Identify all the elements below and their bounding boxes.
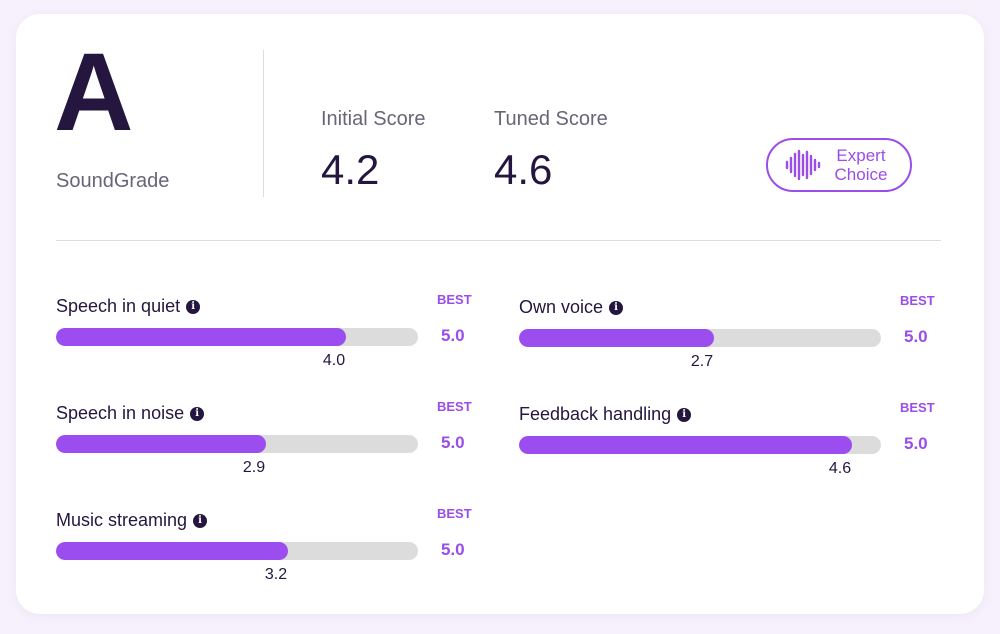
expert-choice-badge[interactable]: Expert Choice xyxy=(766,138,912,192)
initial-score-label: Initial Score xyxy=(321,108,426,130)
metric-score: 4.0 xyxy=(322,352,346,369)
max-score: 5.0 xyxy=(441,433,465,452)
metric-score: 2.7 xyxy=(690,353,714,370)
info-icon[interactable]: i xyxy=(193,513,208,528)
tuned-score: Tuned Score 4.6 xyxy=(494,108,608,193)
metric-label: Feedback handling xyxy=(519,404,672,424)
score-bar-fill xyxy=(56,328,346,346)
rating-card: A SoundGrade Initial Score 4.2 Tuned Sco… xyxy=(16,14,984,614)
grade-letter: A xyxy=(54,31,133,154)
score-bar-track xyxy=(56,328,418,346)
metric-own-voice: Own voice i BEST 5.0 2.7 xyxy=(519,293,939,392)
max-score: 5.0 xyxy=(441,540,465,559)
brand-name: SoundGrade xyxy=(56,170,170,192)
sound-wave-icon xyxy=(785,149,821,181)
metric-label: Speech in noise xyxy=(56,403,185,423)
metric-music-streaming: Music streaming i BEST 5.0 3.2 xyxy=(56,506,476,605)
score-bar-track xyxy=(56,542,418,560)
metric-label: Music streaming xyxy=(56,510,188,530)
max-score: 5.0 xyxy=(441,326,465,345)
metric-score: 2.9 xyxy=(242,459,266,476)
initial-score: Initial Score 4.2 xyxy=(321,108,426,193)
score-bar-track xyxy=(519,436,881,454)
score-bar-fill xyxy=(519,436,852,454)
metric-label: Speech in quiet xyxy=(56,296,181,316)
metric-name: Own voice i xyxy=(519,297,624,318)
metric-score: 3.2 xyxy=(264,566,288,583)
metric-speech-in-quiet: Speech in quiet i BEST 5.0 4.0 xyxy=(56,292,476,391)
score-bar-track xyxy=(519,329,881,347)
info-icon[interactable]: i xyxy=(609,300,624,315)
badge-line-1: Expert xyxy=(836,146,886,165)
tuned-score-value: 4.6 xyxy=(494,146,553,193)
horizontal-divider xyxy=(56,240,941,241)
metric-name: Speech in quiet i xyxy=(56,296,201,317)
metric-speech-in-noise: Speech in noise i BEST 5.0 2.9 xyxy=(56,399,476,498)
score-bar-fill xyxy=(56,542,288,560)
badge-line-2: Choice xyxy=(834,165,888,184)
metric-label: Own voice xyxy=(519,297,604,317)
score-bar-fill xyxy=(56,435,266,453)
max-score: 5.0 xyxy=(904,434,928,453)
metric-feedback-handling: Feedback handling i BEST 5.0 4.6 xyxy=(519,400,939,499)
score-bar-track xyxy=(56,435,418,453)
metric-name: Speech in noise i xyxy=(56,403,205,424)
info-icon[interactable]: i xyxy=(190,406,205,421)
metric-name: Music streaming i xyxy=(56,510,208,531)
tuned-score-label: Tuned Score xyxy=(494,108,608,130)
initial-score-value: 4.2 xyxy=(321,146,380,193)
metric-score: 4.6 xyxy=(828,460,852,477)
info-icon[interactable]: i xyxy=(186,299,201,314)
metric-name: Feedback handling i xyxy=(519,404,692,425)
best-label: BEST xyxy=(900,400,935,415)
best-label: BEST xyxy=(437,506,472,521)
best-label: BEST xyxy=(437,292,472,307)
badge-text: Expert Choice xyxy=(828,146,894,184)
max-score: 5.0 xyxy=(904,327,928,346)
score-bar-fill xyxy=(519,329,714,347)
vertical-divider xyxy=(263,50,264,197)
best-label: BEST xyxy=(437,399,472,414)
best-label: BEST xyxy=(900,293,935,308)
info-icon[interactable]: i xyxy=(677,407,692,422)
